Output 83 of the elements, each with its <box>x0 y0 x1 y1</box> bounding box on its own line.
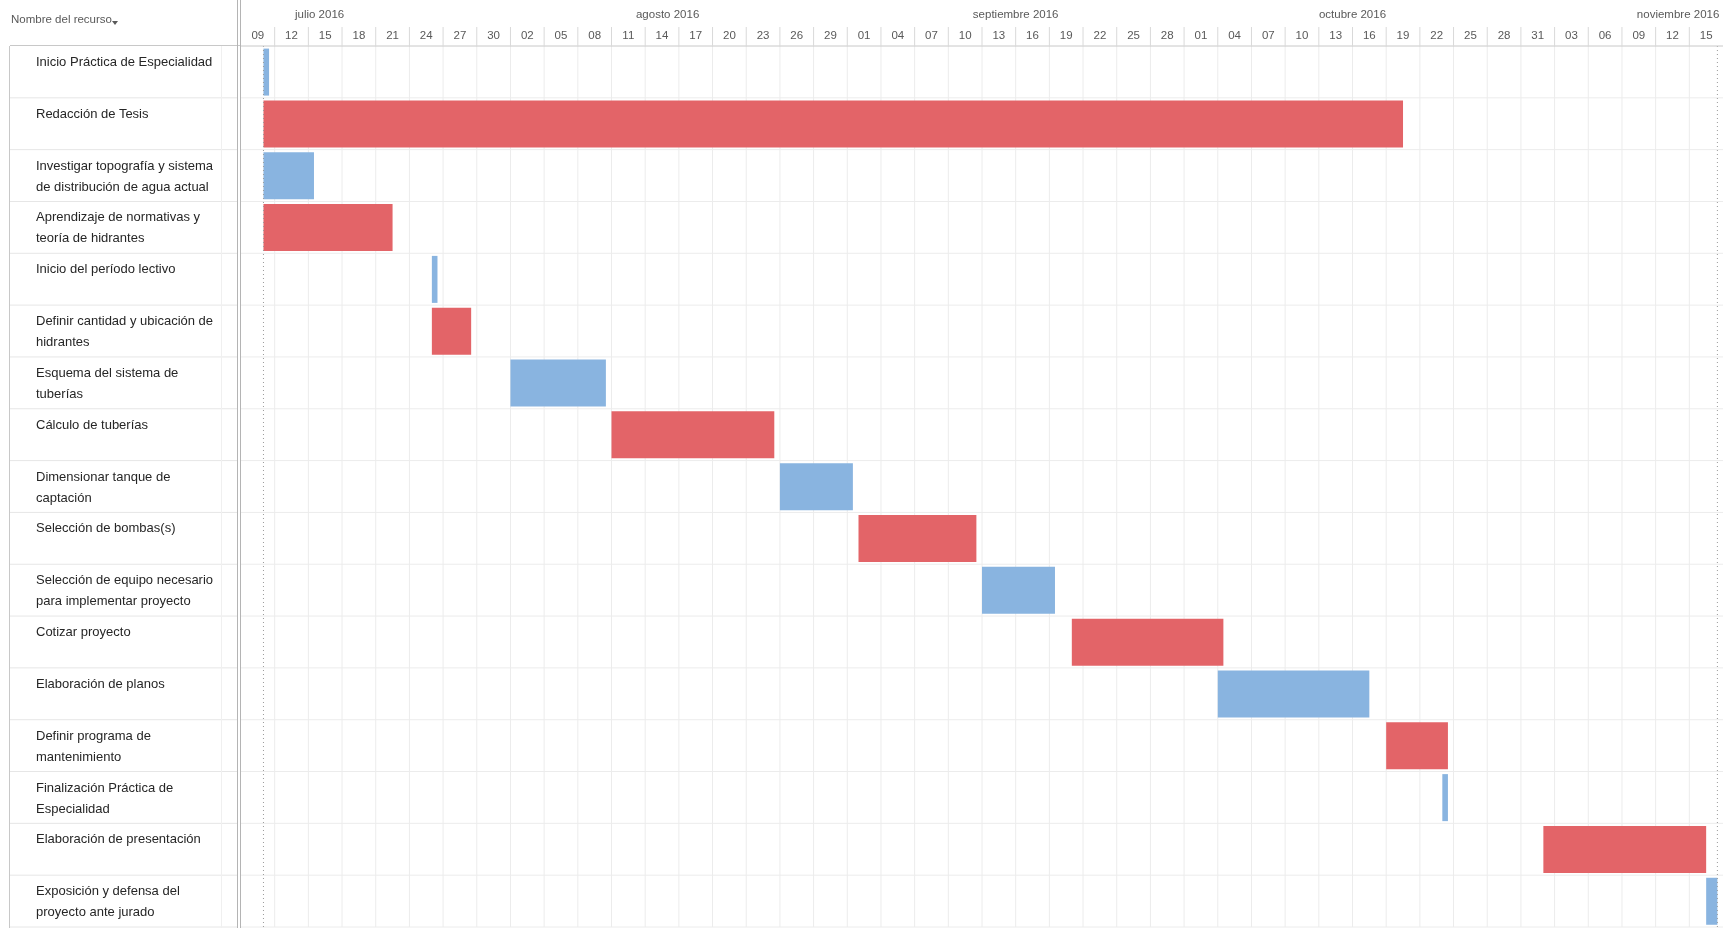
x-tick-label: 22 <box>1430 29 1444 41</box>
y-tick-label: Aprendizaje de normativas y teoría de hidrantes <box>36 209 201 246</box>
x-tick-label: 11 <box>622 29 635 41</box>
y-tick-label: Inicio Práctica de Especialidad <box>36 54 213 69</box>
y-tick-label: Elaboración de presentación <box>36 831 201 847</box>
x-tick-label: 15 <box>1699 29 1713 41</box>
x-tick-label: 29 <box>824 29 837 41</box>
bar <box>431 307 472 355</box>
y-tick-label: Cálculo de tuberías <box>36 416 149 432</box>
y-tick-label: Redacción de Tesis <box>36 105 149 121</box>
y-axis-title: Nombre del recurso <box>11 13 112 25</box>
x-tick-label: 17 <box>689 29 703 41</box>
x2-tick-label: septiembre 2016 <box>972 8 1059 20</box>
x-tick-label: 12 <box>1666 29 1679 41</box>
bar <box>858 515 977 562</box>
x-tick-label: 01 <box>857 29 871 41</box>
x-tick-label: 05 <box>554 29 568 41</box>
x-tick-label: 16 <box>1362 29 1376 41</box>
y-tick-label: Inicio del período lectivo <box>36 261 176 277</box>
bar <box>263 204 393 252</box>
bar <box>779 463 853 511</box>
x-tick-label: 24 <box>419 29 434 41</box>
x-tick-label: 23 <box>756 29 770 41</box>
x2-tick-label: noviembre 2016 <box>1636 8 1720 20</box>
bar <box>263 48 270 96</box>
x-tick-label: 13 <box>992 29 1006 41</box>
x2-tick-label: julio 2016 <box>293 8 345 20</box>
y-tick-label: Investigar topografía y sistema de distribución de agua actual <box>36 157 214 194</box>
x-tick-label: 04 <box>891 29 905 41</box>
x-tick-label: 16 <box>1026 29 1039 41</box>
bar <box>1543 825 1707 873</box>
x-tick-label: 28 <box>1160 29 1174 41</box>
x-tick-label: 30 <box>487 29 501 41</box>
y-tick-label: Elaboración de planos <box>36 675 166 691</box>
x-tick-label: 14 <box>655 29 670 41</box>
y-tick-label: Dimensionar tanque de captación <box>36 468 171 505</box>
bar <box>1706 877 1718 925</box>
x-tick-label: 01 <box>1194 29 1208 41</box>
y-tick-label: Finalización Práctica de Especialidad <box>36 779 174 816</box>
x-tick-label: 12 <box>285 29 298 41</box>
x2-tick-label: agosto 2016 <box>635 8 700 20</box>
bar <box>263 100 1404 148</box>
x-tick-label: 10 <box>958 29 972 41</box>
y-tick-label: Selección de bombas(s) <box>36 520 176 536</box>
bar <box>263 152 314 200</box>
x-tick-label: 21 <box>386 29 399 41</box>
bar <box>1442 774 1448 822</box>
y-tick-label: Cotizar proyecto <box>36 624 131 640</box>
x2-tick-label: octubre 2016 <box>1318 8 1387 20</box>
x-tick-label: 27 <box>453 29 467 41</box>
x-tick-label: 04 <box>1228 29 1242 41</box>
x-tick-label: 31 <box>1531 29 1545 41</box>
x-tick-label: 20 <box>722 29 736 41</box>
x-tick-label: 09 <box>251 29 265 41</box>
bar <box>1071 618 1224 666</box>
bar <box>1386 722 1448 770</box>
x-tick-label: 13 <box>1329 29 1343 41</box>
y-tick-label: Definir programa de mantenimiento <box>36 727 151 764</box>
x-tick-label: 15 <box>318 29 332 41</box>
x-tick-label: 02 <box>520 29 534 41</box>
x-tick-label: 03 <box>1565 29 1578 41</box>
x-tick-label: 07 <box>1261 29 1275 41</box>
x-tick-label: 18 <box>352 29 366 41</box>
x-tick-label: 19 <box>1396 29 1410 41</box>
y-tick-label: Selección de equipo necesario para implementar proyecto <box>36 572 214 609</box>
y-tick-label: Esquema del sistema de tuberías <box>36 364 179 401</box>
x-tick-label: 06 <box>1598 29 1612 41</box>
bar <box>510 359 606 407</box>
x-tick-label: 25 <box>1463 29 1477 41</box>
x-tick-label: 10 <box>1295 29 1309 41</box>
x-tick-label: 19 <box>1059 29 1073 41</box>
x-tick-label: 09 <box>1632 29 1646 41</box>
x-tick-label: 08 <box>588 29 602 41</box>
y-tick-label: Exposición y defensa del proyecto ante jurado <box>36 883 180 920</box>
x-tick-label: 25 <box>1127 29 1140 41</box>
bar <box>611 411 775 459</box>
x-tick-label: 26 <box>790 29 804 41</box>
x-tick-label: 22 <box>1093 29 1107 41</box>
bar <box>1217 670 1370 718</box>
x-tick-label: 07 <box>925 29 938 41</box>
bar <box>982 566 1055 614</box>
x-tick-label: 28 <box>1497 29 1511 41</box>
y-tick-label: Definir cantidad y ubicación de hidrantes <box>36 313 214 350</box>
